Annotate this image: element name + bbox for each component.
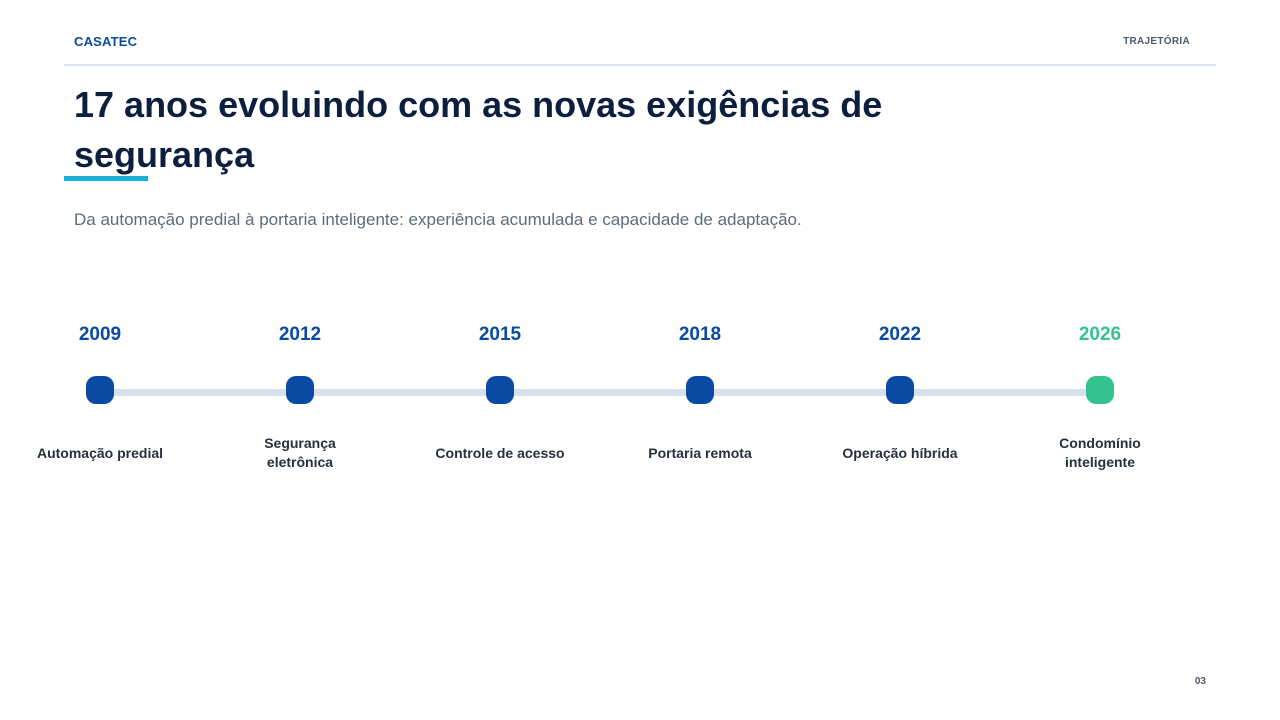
timeline: 2009 Automação predial 2012 Segurança el… [0,300,1280,500]
page-number: 03 [1194,676,1206,687]
milestone-label: Automação predial [36,444,164,461]
milestone-label: Operação híbrida [842,444,958,461]
milestone-label: Portaria remota [648,444,752,461]
milestone-dot [886,376,914,404]
milestone-label: Condomínio inteligente [1059,435,1141,470]
milestone-dot [686,376,714,404]
brand-logo-text: CASATEC [74,34,138,49]
milestone-year: 2012 [278,324,322,345]
timeline-track [100,389,1100,396]
milestone-year: 2015 [478,324,522,345]
milestone-year: 2022 [878,324,922,345]
header-divider [64,64,1216,66]
milestone-label: Segurança eletrônica [264,435,336,470]
milestone-label: Controle de acesso [435,444,565,461]
milestone-dot [86,376,114,404]
page-title: 17 anos evoluindo com as novas exigência… [74,84,883,175]
section-tag: TRAJETÓRIA [1123,36,1190,47]
page-subtitle: Da automação predial à portaria intelige… [74,210,802,229]
milestone-dot [286,376,314,404]
title-accent-bar [64,176,148,181]
milestone-dot [1086,376,1114,404]
milestone-dot [486,376,514,404]
milestone-year: 2009 [78,324,122,345]
milestone-year: 2026 [1078,324,1122,345]
milestone-year: 2018 [678,324,722,345]
